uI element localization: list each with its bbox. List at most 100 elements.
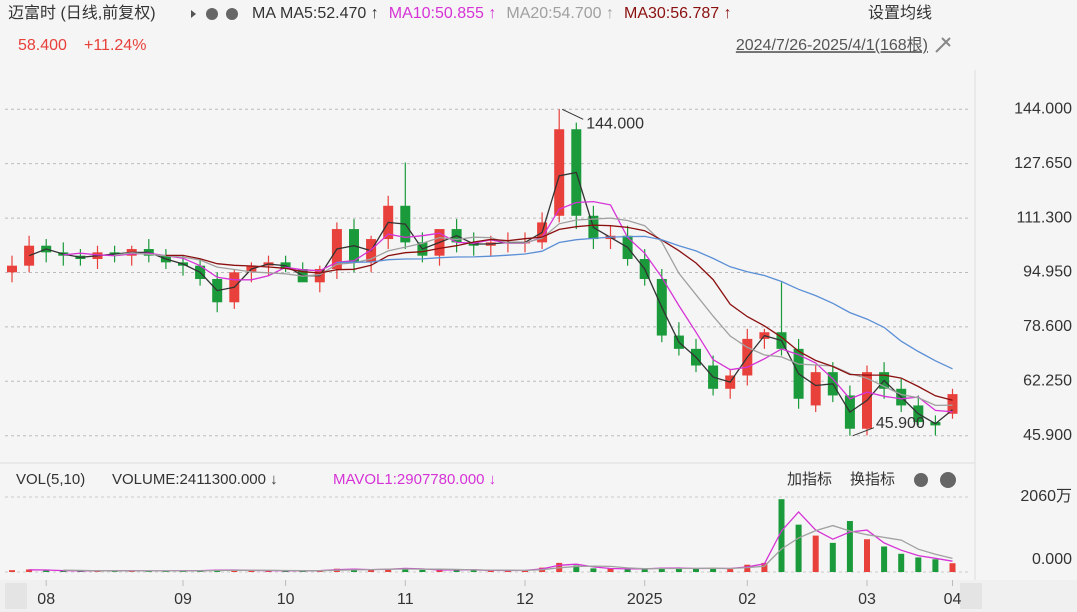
volume-tick-label: 2060万: [1020, 488, 1072, 505]
y-tick-label: 94.950: [1023, 264, 1072, 281]
volume-bar: [744, 564, 751, 572]
volume-bar: [9, 570, 15, 572]
price-change: +11.24%: [84, 37, 146, 54]
indicator-name: MA: [252, 5, 276, 22]
x-tick-label: 11: [397, 591, 414, 608]
volume-bar: [693, 568, 699, 572]
ma-label: MA5:52.470 ↑: [280, 5, 379, 22]
volume-close[interactable]: [940, 472, 956, 488]
y-tick-label: 111.300: [1017, 209, 1073, 226]
x-tick-label: 08: [37, 591, 55, 608]
x-tick-label: 12: [516, 591, 534, 608]
volume-bar: [487, 570, 494, 572]
ma30-line: [165, 224, 953, 401]
volume-bar: [402, 567, 409, 572]
x-tick-label: 03: [858, 591, 876, 608]
volume-bar: [710, 567, 717, 572]
time-axis: [0, 580, 1077, 612]
settings-icon-2[interactable]: [226, 8, 238, 20]
annotation-arrow: [852, 427, 875, 437]
pin-icon[interactable]: [935, 37, 951, 53]
volume-bar: [231, 570, 238, 572]
volume-bar: [658, 567, 665, 572]
volume-tick-label: 0.000: [1032, 551, 1072, 568]
y-tick-label: 144.000: [1014, 101, 1072, 118]
volume-bar: [265, 570, 272, 572]
volume-bar: [624, 569, 631, 572]
candle-body: [7, 265, 17, 273]
volume-bar: [77, 570, 84, 572]
volume-bar: [248, 570, 255, 572]
mavol-label: MAVOL1:2907780.000 ↓: [333, 471, 496, 488]
x-tick-label: 09: [174, 591, 192, 608]
last-price: 58.400: [18, 37, 67, 54]
ma20-line: [114, 217, 953, 407]
scroll-right[interactable]: [960, 583, 982, 609]
volume-bar: [60, 570, 67, 572]
y-tick-label: 78.600: [1023, 318, 1072, 335]
volume-bar: [470, 570, 477, 572]
volume-bar: [43, 570, 50, 572]
switch-indicator[interactable]: 换指标: [850, 471, 895, 488]
y-tick-label: 45.900: [1023, 427, 1072, 444]
volume-bar: [846, 521, 853, 572]
scroll-left[interactable]: [5, 583, 27, 609]
x-tick-label: 04: [944, 591, 962, 608]
volume-bar: [385, 568, 392, 572]
y-tick-label: 62.250: [1023, 373, 1072, 390]
annotation-min: 45.900: [876, 415, 925, 432]
chart-title: 迈富时 (日线,前复权): [8, 4, 156, 22]
ma5-line: [28, 171, 953, 425]
volume-bar: [641, 568, 648, 572]
volume-bar: [795, 524, 802, 572]
volume-bar: [675, 568, 682, 572]
x-tick-label: 2025: [627, 591, 663, 608]
volume-bar: [864, 539, 870, 572]
settings-button[interactable]: 设置均线: [868, 4, 932, 22]
candle-body: [947, 394, 958, 414]
volume-bar: [761, 562, 768, 572]
ma60-line: [336, 235, 953, 370]
settings-icon[interactable]: [206, 8, 218, 20]
x-tick-label: 02: [738, 591, 756, 608]
volume-bar: [590, 568, 597, 572]
volume-bar: [436, 570, 443, 572]
y-tick-label: 127.650: [1014, 155, 1072, 172]
ma-label: MA30:56.787 ↑: [624, 5, 732, 22]
volume-bar: [727, 569, 734, 572]
volume-bar: [419, 569, 426, 572]
expand-icon[interactable]: [191, 10, 196, 18]
candle-body: [810, 372, 821, 406]
mavol2-line: [63, 524, 953, 572]
volume-bar: [522, 570, 528, 572]
ma-label: MA20:54.700 ↑: [506, 5, 614, 22]
volume-bar: [932, 559, 939, 572]
x-tick-label: 10: [277, 591, 295, 608]
volume-bar: [282, 570, 289, 572]
volume-settings[interactable]: [914, 473, 928, 487]
volume-bar: [778, 499, 785, 572]
volume-bar: [898, 553, 905, 572]
volume-bar: [881, 546, 888, 572]
volume-bar: [949, 563, 956, 572]
volume-bar: [829, 542, 836, 572]
volume-bar: [607, 568, 614, 572]
annotation-max: 144.000: [586, 116, 644, 133]
volume-bar: [299, 570, 306, 572]
volume-title: VOL(5,10): [16, 471, 85, 488]
annotation-arrow: [561, 108, 584, 120]
volume-bar: [26, 569, 33, 572]
volume-bar: [453, 569, 460, 572]
volume-bar: [504, 570, 511, 572]
date-range[interactable]: 2024/7/26-2025/4/1(168根): [736, 36, 928, 54]
volume-bar: [915, 557, 922, 572]
ma-label: MA10:50.855 ↑: [389, 5, 497, 22]
candle-body: [554, 129, 565, 216]
volume-bar: [812, 535, 819, 572]
volume-bar: [351, 569, 357, 572]
add-indicator[interactable]: 加指标: [787, 471, 832, 488]
volume-bar: [368, 569, 375, 572]
volume-label: VOLUME:2411300.000 ↓: [112, 471, 278, 488]
